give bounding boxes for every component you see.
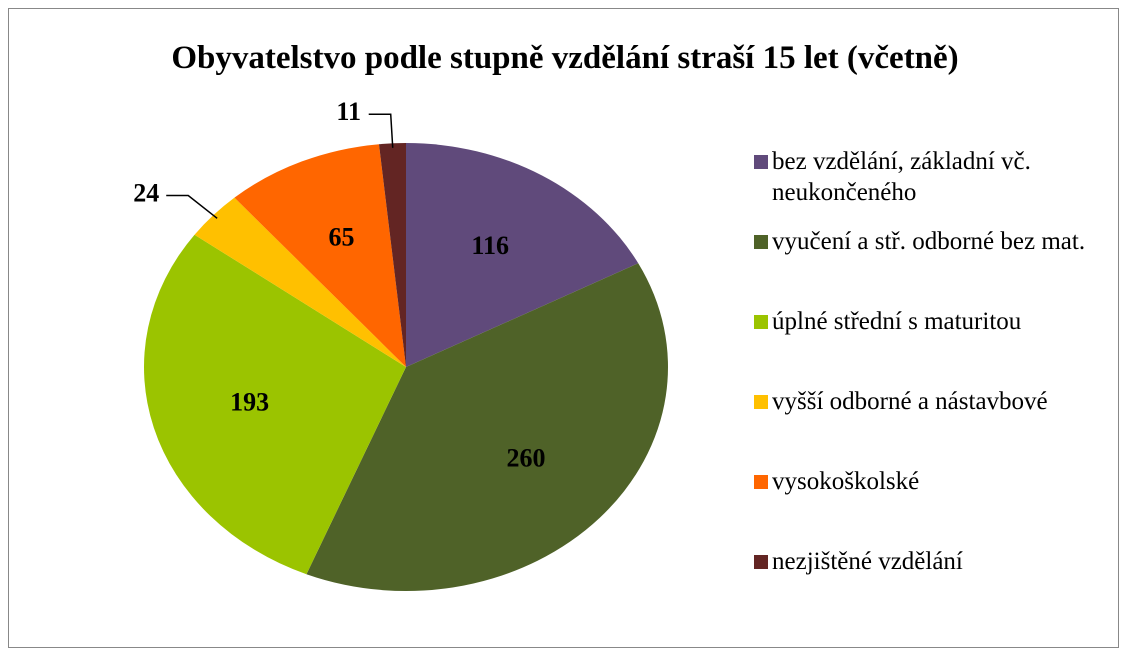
legend-item: nezjištěné vzdělání [752,546,1112,626]
pie-slice [406,143,639,367]
legend-label: vyučení a stř. odborné bez mat. [772,228,1086,255]
pie-slice [306,263,668,591]
data-label: 193 [230,388,269,417]
legend-swatch [754,395,768,409]
legend-item: bez vzdělání, základní vč. neukončeného [752,146,1112,226]
data-label: 116 [471,231,509,260]
pie-slice [378,143,406,367]
legend-swatch [754,555,768,569]
legend-label: vyšší odborné a nástavbové [772,388,1048,415]
legend-swatch [754,235,768,249]
data-label: 11 [336,97,361,126]
legend-item: vysokoškolské [752,466,1112,546]
leader-line [368,113,394,148]
legend-swatch [754,475,768,489]
legend-item: úplné střední s maturitou [752,306,1112,386]
data-label: 24 [133,178,159,207]
legend-label: úplné střední s maturitou [772,308,1022,335]
legend: bez vzdělání, základní vč. neukončeného v… [752,146,1112,626]
legend-label: vysokoškolské [772,468,920,495]
legend-item: vyšší odborné a nástavbové [752,386,1112,466]
chart-title: Obyvatelstvo podle stupně vzdělání straš… [171,40,959,76]
pie-slice [144,234,406,575]
data-label: 65 [328,223,354,252]
data-label: 260 [506,444,545,473]
legend-label: nezjištěné vzdělání [772,548,963,575]
legend-label: bez vzdělání, základní vč. neukončeného [772,148,1031,206]
legend-item: vyučení a stř. odborné bez mat. [752,226,1112,306]
legend-swatch [754,315,768,329]
pie-slice [234,144,406,367]
leader-line [166,194,218,219]
chart: 116 260 193 24 65 11 [133,97,668,591]
legend-swatch [754,155,768,169]
pie-slice [194,197,406,367]
